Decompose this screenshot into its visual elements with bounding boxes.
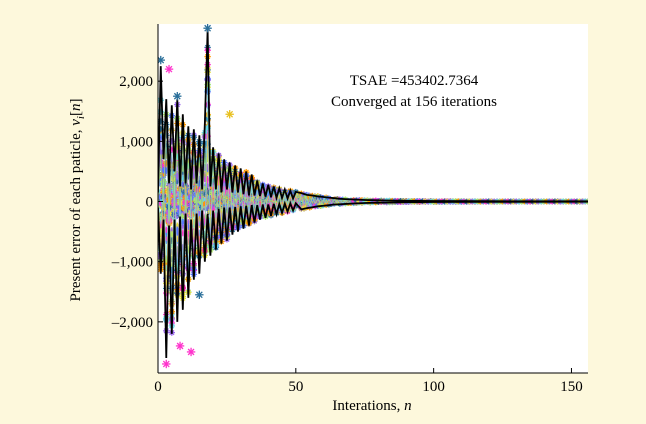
- highlight-marker: [187, 348, 195, 356]
- x-tick-label: 100: [422, 379, 445, 395]
- x-tick-label: 150: [560, 379, 583, 395]
- highlight-marker: [203, 24, 211, 32]
- y-tick-label: 1,000: [119, 134, 153, 150]
- highlight-marker: [176, 342, 184, 350]
- convergence-annotation: Converged at 156 iterations: [331, 94, 497, 110]
- x-axis-label: Interations, n: [332, 398, 411, 414]
- tsae-annotation: TSAE =453402.7364: [350, 73, 479, 89]
- highlight-marker: [173, 92, 181, 100]
- y-tick-label: –1,000: [111, 255, 153, 271]
- y-tick-label: 2,000: [119, 74, 153, 90]
- y-tick-label: 0: [146, 195, 154, 211]
- y-tick-label: –2,000: [111, 315, 153, 331]
- x-tick-label: 0: [154, 379, 162, 395]
- x-tick-label: 50: [288, 379, 303, 395]
